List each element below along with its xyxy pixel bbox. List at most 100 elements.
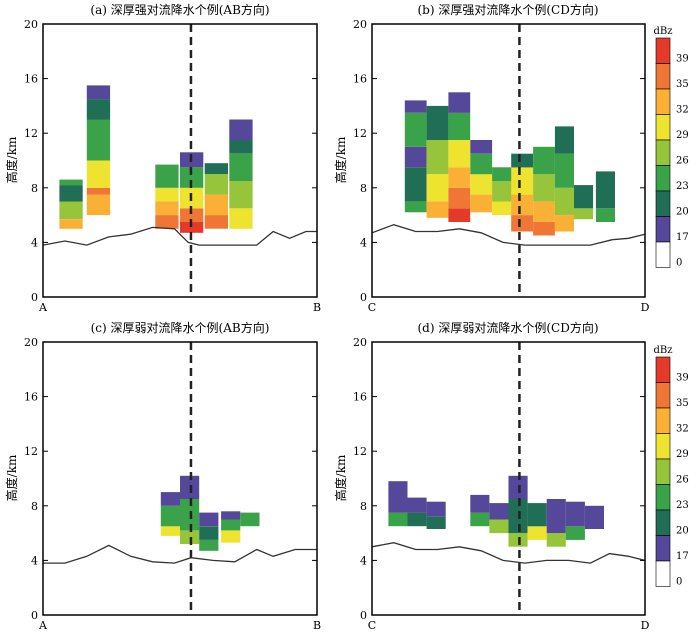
colorbar-top-label: 20 [676,207,689,218]
panel-b-echo-band [448,208,471,222]
panel-d-ylabel: 高度/km [333,454,348,501]
panel-d-ytick-label: 4 [360,554,367,567]
panel-c-ytick-label: 16 [24,391,38,404]
panel-b-echo-band [470,174,493,195]
panel-a-ytick-label: 16 [24,73,38,86]
colorbar-top-swatch [655,88,671,115]
panel-b-echo-band [533,174,555,202]
panel-c-echo-band [221,530,241,543]
panel-b-echo-band [511,194,533,216]
colorbar-bottom-swatch [655,560,671,587]
panel-b-echo-band [448,187,471,209]
panel-d-echo-band [426,501,446,517]
panel-d-echo-band [508,533,528,547]
panel-c-terrain [43,544,317,564]
panel-b-yticks: 20 16 12 8 4 0 [353,18,645,304]
panel-b-ytick-label: 12 [353,127,367,140]
colorbar-bottom-title: dBz [653,345,672,356]
panel-d-echo-band [407,497,427,513]
panel-b-ytick-label: 0 [360,291,367,304]
panel-a-echo-band [155,164,179,188]
panel-b-echo-band [574,185,594,209]
panel-a-echo-band [59,201,83,220]
panel-a: (a) 深厚强对流降水个例(AB方向) 高度/km 20 16 12 8 4 0 A B [4,2,321,314]
panel-b-echo-band [404,100,427,113]
panel-b-echo-band [533,201,555,222]
colorbar-top: dBz 39 35 32 29 26 23 20 17 0 [653,26,688,269]
panel-c-echo-band [180,499,200,531]
panel-a-echo-band [229,181,253,209]
colorbar-bottom-label: 20 [676,526,689,537]
panel-d-cells [388,475,604,547]
panel-a-echo-band [180,208,204,222]
panel-c-x-start-label: A [38,619,48,632]
panel-b-echo-band [492,181,514,202]
panel-a-ytick-label: 12 [24,127,38,140]
panel-d-echo-band [388,512,408,527]
panel-b-echo-band [426,174,449,202]
panel-c-echo-band [160,526,180,536]
colorbar-bottom-label: 39 [676,373,689,384]
panel-d-ytick-label: 16 [353,391,367,404]
colorbar-top-title: dBz [653,26,672,37]
panel-d-echo-band [489,519,509,534]
panel-b-echo-band [470,153,493,175]
panel-c-ytick-label: 0 [31,609,38,622]
panel-d-frame [371,341,646,616]
panel-d-echo-band [508,499,528,534]
panel-a-echo-band [180,167,204,188]
panel-d-echo-band [527,503,547,527]
panel-b-echo-band [426,140,449,175]
panel-c-ytick-label: 4 [31,554,38,567]
panel-b-echo-band [511,153,533,168]
panel-c-echo-band [199,539,219,551]
panel-a-echo-band [204,215,228,229]
panel-a-echo-band [59,179,83,186]
panel-b-echo-band [554,126,574,154]
colorbar-bottom: dBz 39 35 32 29 26 23 20 17 0 [653,345,688,588]
colorbar-bottom-swatch [655,356,671,383]
panel-d-echo-band [489,503,509,520]
panel-d-echo-band [508,475,528,499]
panel-b-ytick-label: 16 [353,73,367,86]
colorbar-top-label: 35 [676,79,689,90]
panel-d-ytick-label: 8 [360,500,367,513]
panel-b-echo-band [404,167,427,202]
panel-a-echo-band [229,153,253,181]
panel-c-echo-band [160,492,180,506]
panel-b-ylabel: 高度/km [333,136,348,183]
panel-d-echo-band [546,533,566,547]
panel-a-echo-band [155,215,179,229]
colorbar-bottom-label: 17 [676,551,689,562]
panel-a-echo-band [86,187,111,195]
colorbar-top-label: 29 [676,130,689,141]
colorbar-top-label: 0 [676,258,682,269]
panel-b-cells [404,92,615,236]
panel-d-echo-band [565,501,585,527]
panel-a-echo-band [86,85,111,100]
panel-a-echo-band [86,194,111,216]
colorbar-top-swatch [655,165,671,192]
colorbar-top-swatch [655,114,671,141]
panel-c: (c) 深厚弱对流降水个例(AB方向) 高度/km 20 16 12 8 4 0 A B [4,320,321,632]
panel-c-echo-band [199,512,219,527]
panel-d-echo-band [407,512,427,527]
panel-a-echo-band [229,119,253,140]
colorbar-bottom-swatch [655,458,671,485]
panel-b-echo-band [448,92,471,113]
colorbar-bottom-swatch [655,484,671,511]
panel-c-x-end-label: B [313,619,321,632]
panel-a-ylabel: 高度/km [4,136,19,183]
panel-b-echo-band [595,208,615,222]
colorbar-top-swatch [655,37,671,64]
panel-a-x-start-label: A [38,301,48,314]
panel-c-ytick-label: 8 [31,500,38,513]
panel-c-echo-band [221,519,241,531]
colorbar-top-swatch [655,63,671,90]
panel-a-echo-band [59,185,83,202]
panel-b-ytick-label: 20 [353,18,367,31]
colorbar-top-label: 26 [676,156,689,167]
colorbar-bottom-label: 0 [676,577,682,588]
panel-c-ytick-label: 20 [24,336,38,349]
panel-a-terrain [42,226,317,246]
